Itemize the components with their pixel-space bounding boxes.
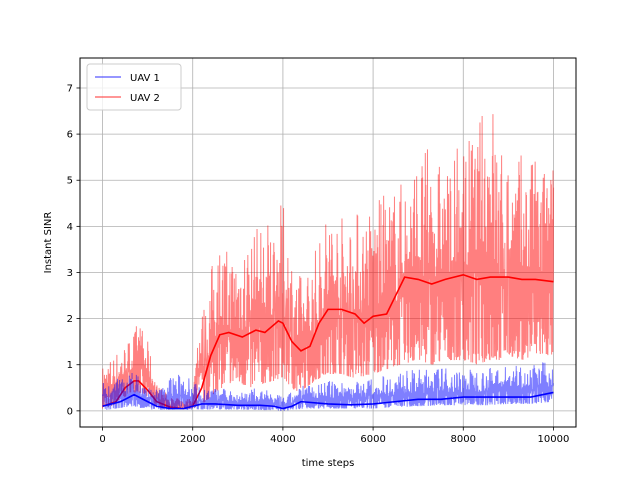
x-tick-label: 8000 bbox=[451, 434, 476, 445]
legend-label: UAV 1 bbox=[130, 73, 160, 84]
series-1 bbox=[102, 362, 554, 411]
x-axis: 0 2000 4000 6000 8000 10000 bbox=[99, 427, 569, 445]
x-axis-label: time steps bbox=[302, 458, 355, 469]
x-tick-label: 4000 bbox=[270, 434, 295, 445]
plot-area bbox=[102, 114, 555, 411]
x-tick-label: 0 bbox=[99, 434, 105, 445]
y-axis-label: Instant SINR bbox=[43, 212, 54, 274]
x-tick-label: 2000 bbox=[180, 434, 205, 445]
series-2-raw bbox=[102, 114, 555, 410]
y-tick-label: 1 bbox=[67, 360, 73, 371]
y-tick-label: 7 bbox=[67, 83, 73, 94]
y-tick-label: 0 bbox=[67, 406, 73, 417]
y-tick-label: 4 bbox=[67, 222, 73, 233]
y-tick-label: 3 bbox=[67, 268, 73, 279]
series-2-mean bbox=[102, 273, 554, 410]
y-tick-label: 5 bbox=[67, 176, 73, 187]
y-tick-label: 2 bbox=[67, 314, 73, 325]
legend-box bbox=[86, 63, 182, 111]
legend-label: UAV 2 bbox=[130, 93, 160, 104]
x-tick-label: 10000 bbox=[538, 434, 570, 445]
y-axis: 0 1 2 3 4 5 6 7 bbox=[67, 83, 80, 417]
series-2 bbox=[102, 114, 555, 410]
series-1-raw bbox=[102, 362, 554, 411]
legend: UAV 1 UAV 2 bbox=[86, 63, 182, 111]
y-tick-label: 6 bbox=[67, 130, 73, 141]
axes-frame bbox=[79, 57, 577, 428]
series-1-mean bbox=[102, 391, 554, 410]
x-tick-label: 6000 bbox=[360, 434, 385, 445]
